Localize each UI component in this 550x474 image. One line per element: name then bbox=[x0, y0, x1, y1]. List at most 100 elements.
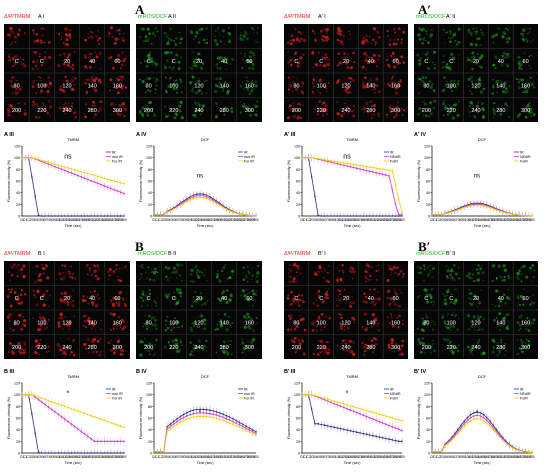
x-tick-label: 100 bbox=[188, 218, 194, 222]
series-point bbox=[463, 425, 466, 428]
x-tick-label: 130 bbox=[474, 455, 480, 459]
cell-time-label: C bbox=[172, 59, 176, 65]
series-point bbox=[54, 411, 56, 413]
x-tick-label: 50 bbox=[172, 455, 176, 459]
cell-time-label: 120 bbox=[194, 320, 203, 326]
cell-time-label: 140 bbox=[88, 83, 97, 89]
series-point bbox=[31, 413, 33, 415]
x-tick-label: 290 bbox=[396, 455, 402, 459]
x-tick-label: 290 bbox=[526, 455, 532, 459]
x-tick-label: 190 bbox=[217, 218, 223, 222]
y-tick-label: 120 bbox=[294, 382, 300, 386]
series-point bbox=[385, 437, 387, 440]
cell-time-label: 200 bbox=[144, 108, 153, 114]
series-point bbox=[225, 420, 228, 423]
x-tick-label: C1 bbox=[155, 455, 159, 459]
x-tick-label: 290 bbox=[250, 218, 256, 222]
ros-channel-label: mROS/DCF bbox=[138, 251, 168, 257]
cell-time-label: 80 bbox=[293, 320, 299, 326]
series-point bbox=[502, 211, 504, 213]
series-point bbox=[110, 187, 112, 190]
series-point bbox=[116, 440, 119, 443]
series-point bbox=[116, 190, 119, 192]
x-tick-label: 170 bbox=[211, 218, 217, 222]
series-line bbox=[432, 411, 533, 453]
significance-annotation: * bbox=[67, 391, 70, 398]
series-point bbox=[67, 215, 69, 217]
series-point bbox=[431, 451, 433, 453]
cell-time-label: 80 bbox=[146, 320, 152, 326]
series-point bbox=[113, 189, 115, 191]
cell-time-label: C bbox=[15, 296, 19, 302]
series-point bbox=[320, 215, 323, 217]
x-tick-label: 30 bbox=[313, 218, 317, 222]
x-tick-label: 80 bbox=[329, 455, 333, 459]
x-tick-label: 220 bbox=[95, 455, 101, 459]
x-tick-label: C0 bbox=[430, 218, 434, 222]
x-tick-label: 170 bbox=[357, 455, 363, 459]
x-tick-label: 110 bbox=[338, 218, 343, 222]
cell-time-label: 60 bbox=[114, 59, 120, 65]
x-tick-label: C2 bbox=[27, 218, 31, 222]
cell-time-label: C bbox=[294, 296, 298, 302]
legend-entry: IR bbox=[244, 387, 248, 391]
micrograph-grid: CC20406080100120140160180200220240280300 bbox=[4, 24, 130, 122]
x-tick-label: 190 bbox=[494, 218, 500, 222]
series-point bbox=[37, 396, 40, 398]
x-tick-label: 70 bbox=[47, 455, 51, 459]
series-point bbox=[482, 205, 485, 207]
y-axis-label: Fluorescence intensity (%) bbox=[139, 160, 143, 202]
cell-time-label: 80 bbox=[423, 320, 429, 326]
series-point bbox=[314, 423, 316, 425]
cell-time-label: 100 bbox=[169, 83, 178, 89]
legend-entry: IR bbox=[520, 387, 524, 391]
series-point bbox=[473, 415, 475, 417]
series-point bbox=[372, 171, 374, 173]
cell-time-label: 200 bbox=[12, 108, 21, 114]
series-point bbox=[106, 452, 109, 454]
series-point bbox=[83, 412, 86, 415]
series-point bbox=[317, 395, 319, 398]
series-line bbox=[302, 157, 402, 216]
x-tick-label: C2 bbox=[436, 455, 440, 459]
series-point bbox=[401, 440, 403, 443]
series-point bbox=[339, 215, 342, 217]
series-point bbox=[31, 393, 33, 396]
series-point bbox=[176, 420, 178, 423]
series-point bbox=[362, 408, 365, 411]
series-point bbox=[179, 204, 182, 207]
cell-time-label: 240 bbox=[194, 108, 203, 114]
x-tick-label: C1 bbox=[303, 455, 307, 459]
cell-time-label: 200 bbox=[12, 345, 21, 351]
y-tick-label: 20 bbox=[148, 440, 152, 444]
series-point bbox=[235, 212, 238, 214]
x-tick-label: 140 bbox=[201, 455, 207, 459]
x-tick-label: 230 bbox=[230, 218, 236, 222]
series-point bbox=[93, 452, 96, 454]
series-point bbox=[479, 418, 482, 420]
series-point bbox=[343, 403, 345, 405]
x-tick-label: 210 bbox=[224, 455, 230, 459]
x-tick-label: 20 bbox=[440, 455, 444, 459]
x-tick-label: 100 bbox=[56, 455, 62, 459]
x-tick-label: 120 bbox=[194, 455, 200, 459]
x-tick-label: 40 bbox=[169, 218, 173, 222]
series-point bbox=[469, 205, 472, 207]
series-point bbox=[385, 168, 387, 171]
series-point bbox=[93, 215, 96, 217]
ros-channel-label: mROS/DCF bbox=[416, 14, 446, 20]
series-point bbox=[346, 162, 348, 165]
series-point bbox=[77, 452, 79, 454]
cell-time-label: C bbox=[40, 296, 44, 302]
series-point bbox=[394, 203, 397, 206]
x-tick-label: 230 bbox=[377, 218, 383, 222]
x-tick-label: 80 bbox=[50, 455, 54, 459]
series-point bbox=[356, 431, 358, 433]
series-point bbox=[54, 163, 56, 165]
legend-entry: mor IR bbox=[244, 392, 255, 396]
series-point bbox=[87, 172, 89, 175]
series-point bbox=[70, 168, 73, 170]
cell-time-label: 220 bbox=[447, 108, 456, 114]
series-point bbox=[87, 452, 89, 454]
series-point bbox=[31, 176, 33, 178]
